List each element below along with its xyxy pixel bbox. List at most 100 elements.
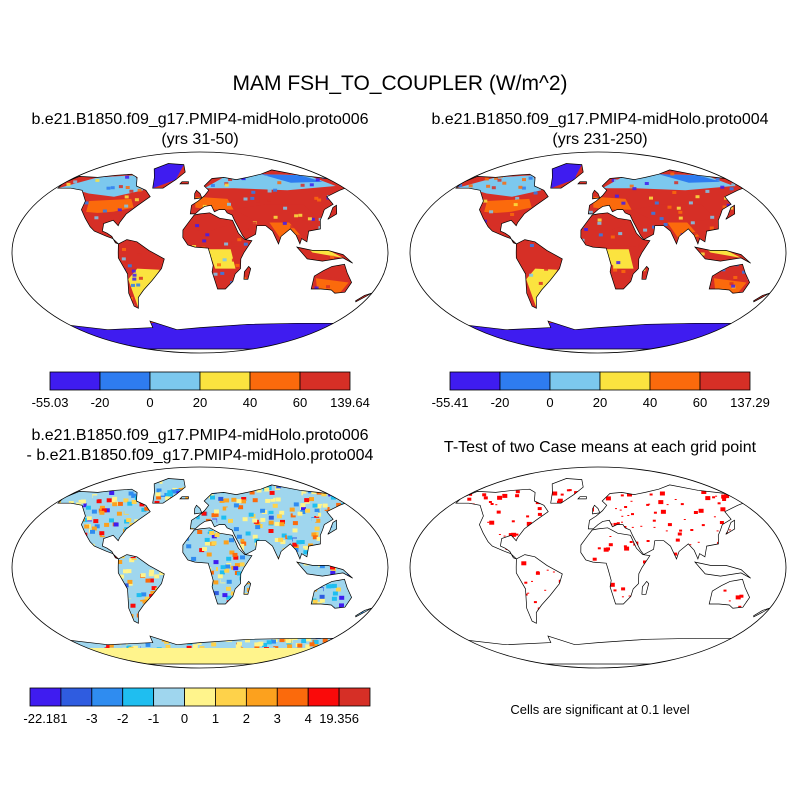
- grid-cell: [284, 588, 290, 593]
- grid-cell: [297, 635, 303, 640]
- grid-cell: [672, 290, 677, 294]
- grid-cell: [102, 579, 108, 584]
- significant-cell: [548, 532, 554, 537]
- grid-cell: [613, 268, 618, 272]
- grid-cell: [183, 569, 189, 574]
- colorbar-case2: -55.41 -20 0 20 40 60 137.29: [432, 371, 770, 410]
- grid-cell: [122, 595, 128, 600]
- grid-cell: [316, 625, 322, 630]
- grid-cell: [358, 565, 364, 570]
- grid-cell: [128, 622, 134, 627]
- grid-cell: [125, 186, 130, 189]
- grid-cell: [76, 631, 82, 636]
- grid-cell: [299, 303, 304, 307]
- grid-cell: [255, 542, 260, 547]
- grid-cell: [218, 496, 224, 501]
- map-panel-difference: [11, 466, 389, 669]
- grid-cell: [715, 177, 720, 181]
- grid-cell: [268, 558, 274, 563]
- grid-cell: [42, 517, 47, 521]
- grid-cell: [75, 618, 80, 623]
- significant-cell: [477, 595, 480, 597]
- significant-cell: [474, 574, 480, 579]
- grid-cell: [154, 241, 159, 245]
- grid-cell: [46, 537, 51, 541]
- grid-cell: [211, 519, 217, 524]
- significant-cell: [715, 495, 718, 497]
- grid-cell: [253, 480, 259, 485]
- significant-cell: [757, 557, 761, 560]
- grid-cell: [167, 506, 173, 511]
- grid-cell: [343, 563, 349, 568]
- grid-cell: [207, 587, 213, 591]
- grid-cell: [681, 250, 686, 254]
- grid-cell: [211, 642, 217, 647]
- significant-cell: [468, 596, 474, 601]
- grid-cell: [218, 488, 224, 493]
- grid-cell: [373, 563, 378, 567]
- grid-cell: [258, 617, 264, 622]
- grid-cell: [344, 638, 350, 643]
- grid-cell: [343, 536, 349, 540]
- grid-cell: [526, 310, 531, 314]
- grid-cell: [80, 605, 85, 610]
- grid-cell: [246, 570, 252, 574]
- significant-cell: [728, 600, 731, 602]
- significant-cell: [722, 498, 727, 501]
- grid-cell: [313, 561, 319, 566]
- grid-cell: [240, 596, 246, 601]
- grid-cell: [172, 554, 178, 559]
- grid-cell: [484, 177, 489, 181]
- grid-cell: [122, 634, 128, 639]
- grid-cell: [96, 604, 102, 609]
- grid-cell: [106, 544, 112, 549]
- coastline-madagascar: [243, 265, 252, 280]
- grid-cell: [175, 515, 181, 520]
- grid-cell: [354, 603, 360, 608]
- grid-cell: [243, 242, 248, 246]
- grid-cell: [346, 566, 351, 571]
- grid-cell: [236, 499, 242, 504]
- grid-cell: [114, 576, 119, 581]
- grid-cell: [254, 601, 260, 606]
- grid-cell: [91, 509, 97, 514]
- grid-cell: [124, 533, 130, 538]
- grid-cell: [465, 211, 470, 215]
- grid-cell: [59, 630, 65, 635]
- grid-cell: [462, 217, 467, 221]
- grid-cell: [22, 579, 27, 583]
- grid-cell: [118, 205, 123, 209]
- grid-cell: [268, 575, 274, 580]
- colorbar-box: [215, 687, 247, 707]
- significant-cell: [761, 568, 767, 573]
- grid-cell: [358, 536, 363, 541]
- grid-cell: [148, 520, 154, 525]
- grid-cell: [74, 290, 79, 294]
- grid-cell: [164, 515, 170, 520]
- grid-cell: [455, 270, 460, 274]
- grid-cell: [104, 508, 110, 513]
- grid-cell: [295, 656, 301, 661]
- grid-cell: [145, 578, 151, 583]
- coastline-uk: [194, 189, 203, 200]
- grid-cell: [304, 601, 309, 606]
- grid-cell: [352, 202, 357, 206]
- significant-cell: [466, 615, 472, 619]
- grid-cell: [166, 571, 172, 576]
- significant-cell: [461, 543, 467, 548]
- significant-cell: [483, 549, 488, 553]
- grid-cell: [301, 626, 307, 631]
- grid-cell: [247, 608, 253, 613]
- grid-cell: [162, 281, 167, 285]
- grid-cell: [301, 617, 307, 622]
- coastline-madagascar: [641, 265, 650, 280]
- grid-cell: [476, 305, 481, 309]
- grid-cell: [184, 626, 190, 631]
- grid-cell: [195, 279, 200, 283]
- grid-cell: [283, 206, 288, 210]
- grid-cell: [477, 231, 482, 235]
- grid-cell: [189, 478, 195, 483]
- grid-cell: [345, 608, 351, 613]
- grid-cell: [224, 568, 230, 573]
- grid-cell: [75, 226, 80, 230]
